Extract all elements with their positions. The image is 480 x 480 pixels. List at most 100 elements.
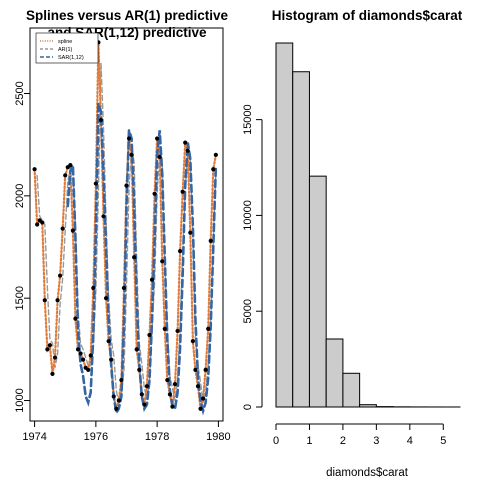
left-data-points — [32, 40, 218, 411]
right-x-tick-label: 1 — [306, 435, 312, 447]
data-point — [103, 296, 109, 301]
data-point — [78, 351, 83, 356]
data-point — [170, 404, 175, 409]
data-point — [147, 332, 152, 338]
data-point — [183, 140, 188, 145]
data-point — [195, 384, 201, 389]
data-point — [40, 220, 45, 225]
data-point — [175, 328, 180, 334]
data-point — [114, 406, 119, 411]
data-point — [119, 377, 124, 383]
data-point — [91, 285, 96, 291]
histogram-bar — [292, 71, 310, 408]
data-point — [165, 377, 170, 383]
right-x-axis-label: diamonds$carat — [326, 467, 409, 479]
data-point — [52, 355, 58, 360]
data-point — [193, 367, 198, 372]
data-point — [60, 226, 65, 231]
data-point — [93, 181, 98, 186]
right-x-tick-label: 4 — [407, 435, 413, 447]
data-point — [180, 189, 185, 194]
right-x-tick-label: 3 — [373, 435, 379, 447]
data-point — [88, 353, 93, 358]
data-point — [162, 326, 167, 331]
data-point — [157, 154, 162, 160]
data-point — [200, 396, 206, 401]
data-point — [42, 298, 47, 303]
legend-entry: SAR(1,12) — [58, 55, 84, 61]
data-point — [144, 384, 150, 389]
left-plot-frame — [29, 27, 224, 422]
histogram-bar — [359, 404, 377, 408]
data-point — [185, 148, 190, 153]
right-x-tick-label: 2 — [340, 435, 346, 447]
data-point — [211, 167, 216, 172]
data-point — [155, 136, 160, 141]
data-point — [172, 382, 178, 387]
left-chart-title-line1: Splines versus AR(1) predictive — [26, 8, 229, 23]
left-y-tick-label: 1500 — [14, 286, 26, 310]
histogram-bar — [275, 42, 294, 408]
data-point — [132, 255, 137, 260]
data-point — [55, 298, 60, 303]
data-point — [47, 343, 53, 348]
data-point — [134, 347, 139, 352]
data-point — [149, 277, 155, 282]
data-point — [160, 259, 165, 264]
data-point — [178, 249, 183, 254]
right-chart: Histogram of diamonds$carat 0 1 2 3 4 5 0 5000 1… — [242, 8, 463, 479]
data-point — [188, 230, 193, 235]
right-y-tick-label: 5000 — [242, 299, 254, 323]
data-point — [121, 285, 127, 291]
right-y-tick-label: 0 — [242, 404, 254, 410]
data-point — [101, 214, 106, 219]
data-point — [50, 371, 55, 377]
data-point — [142, 402, 147, 407]
histogram-bar — [308, 175, 327, 408]
right-axes: 0 1 2 3 4 5 0 5000 10000 15000 — [242, 104, 446, 447]
left-x-tick-label: 1978 — [145, 431, 169, 443]
data-point — [63, 173, 68, 178]
left-axes: 1974 1976 1978 1980 1000 1500 2000 2500 — [14, 81, 231, 443]
data-point — [68, 163, 73, 168]
right-chart-title: Histogram of diamonds$carat — [272, 8, 463, 23]
right-x-tick-label: 5 — [440, 435, 446, 447]
histogram-bar — [325, 338, 344, 408]
data-point — [126, 136, 132, 141]
data-point — [58, 273, 63, 278]
data-point — [213, 152, 218, 158]
data-point — [137, 367, 142, 372]
data-point — [152, 191, 157, 196]
right-x-tick-label: 0 — [273, 435, 279, 447]
data-point — [106, 339, 111, 344]
left-x-tick-label: 1980 — [206, 431, 230, 443]
data-point — [35, 222, 40, 227]
data-point — [109, 357, 114, 362]
right-y-tick-label: 10000 — [242, 200, 254, 231]
data-point — [208, 238, 213, 243]
left-x-tick-label: 1974 — [22, 431, 46, 443]
data-point — [167, 392, 173, 397]
left-y-tick-label: 2500 — [14, 81, 26, 105]
data-point — [98, 118, 104, 123]
data-point — [203, 367, 208, 372]
left-y-tick-label: 1000 — [14, 388, 26, 412]
legend-entry: spline — [58, 39, 72, 45]
data-point — [206, 326, 211, 331]
left-y-tick-label: 2000 — [14, 184, 26, 208]
histogram-bars — [275, 42, 461, 408]
data-point — [73, 316, 78, 321]
legend-box — [35, 32, 99, 64]
data-point — [190, 339, 195, 344]
data-point — [198, 406, 203, 411]
data-point — [116, 398, 121, 403]
right-y-tick-label: 15000 — [242, 104, 254, 135]
data-point — [129, 152, 134, 158]
data-point — [45, 347, 50, 352]
data-point — [80, 357, 86, 362]
data-point — [124, 183, 129, 188]
histogram-bar — [342, 372, 361, 408]
data-point — [75, 347, 81, 352]
legend-entry: AR(1) — [58, 47, 73, 53]
